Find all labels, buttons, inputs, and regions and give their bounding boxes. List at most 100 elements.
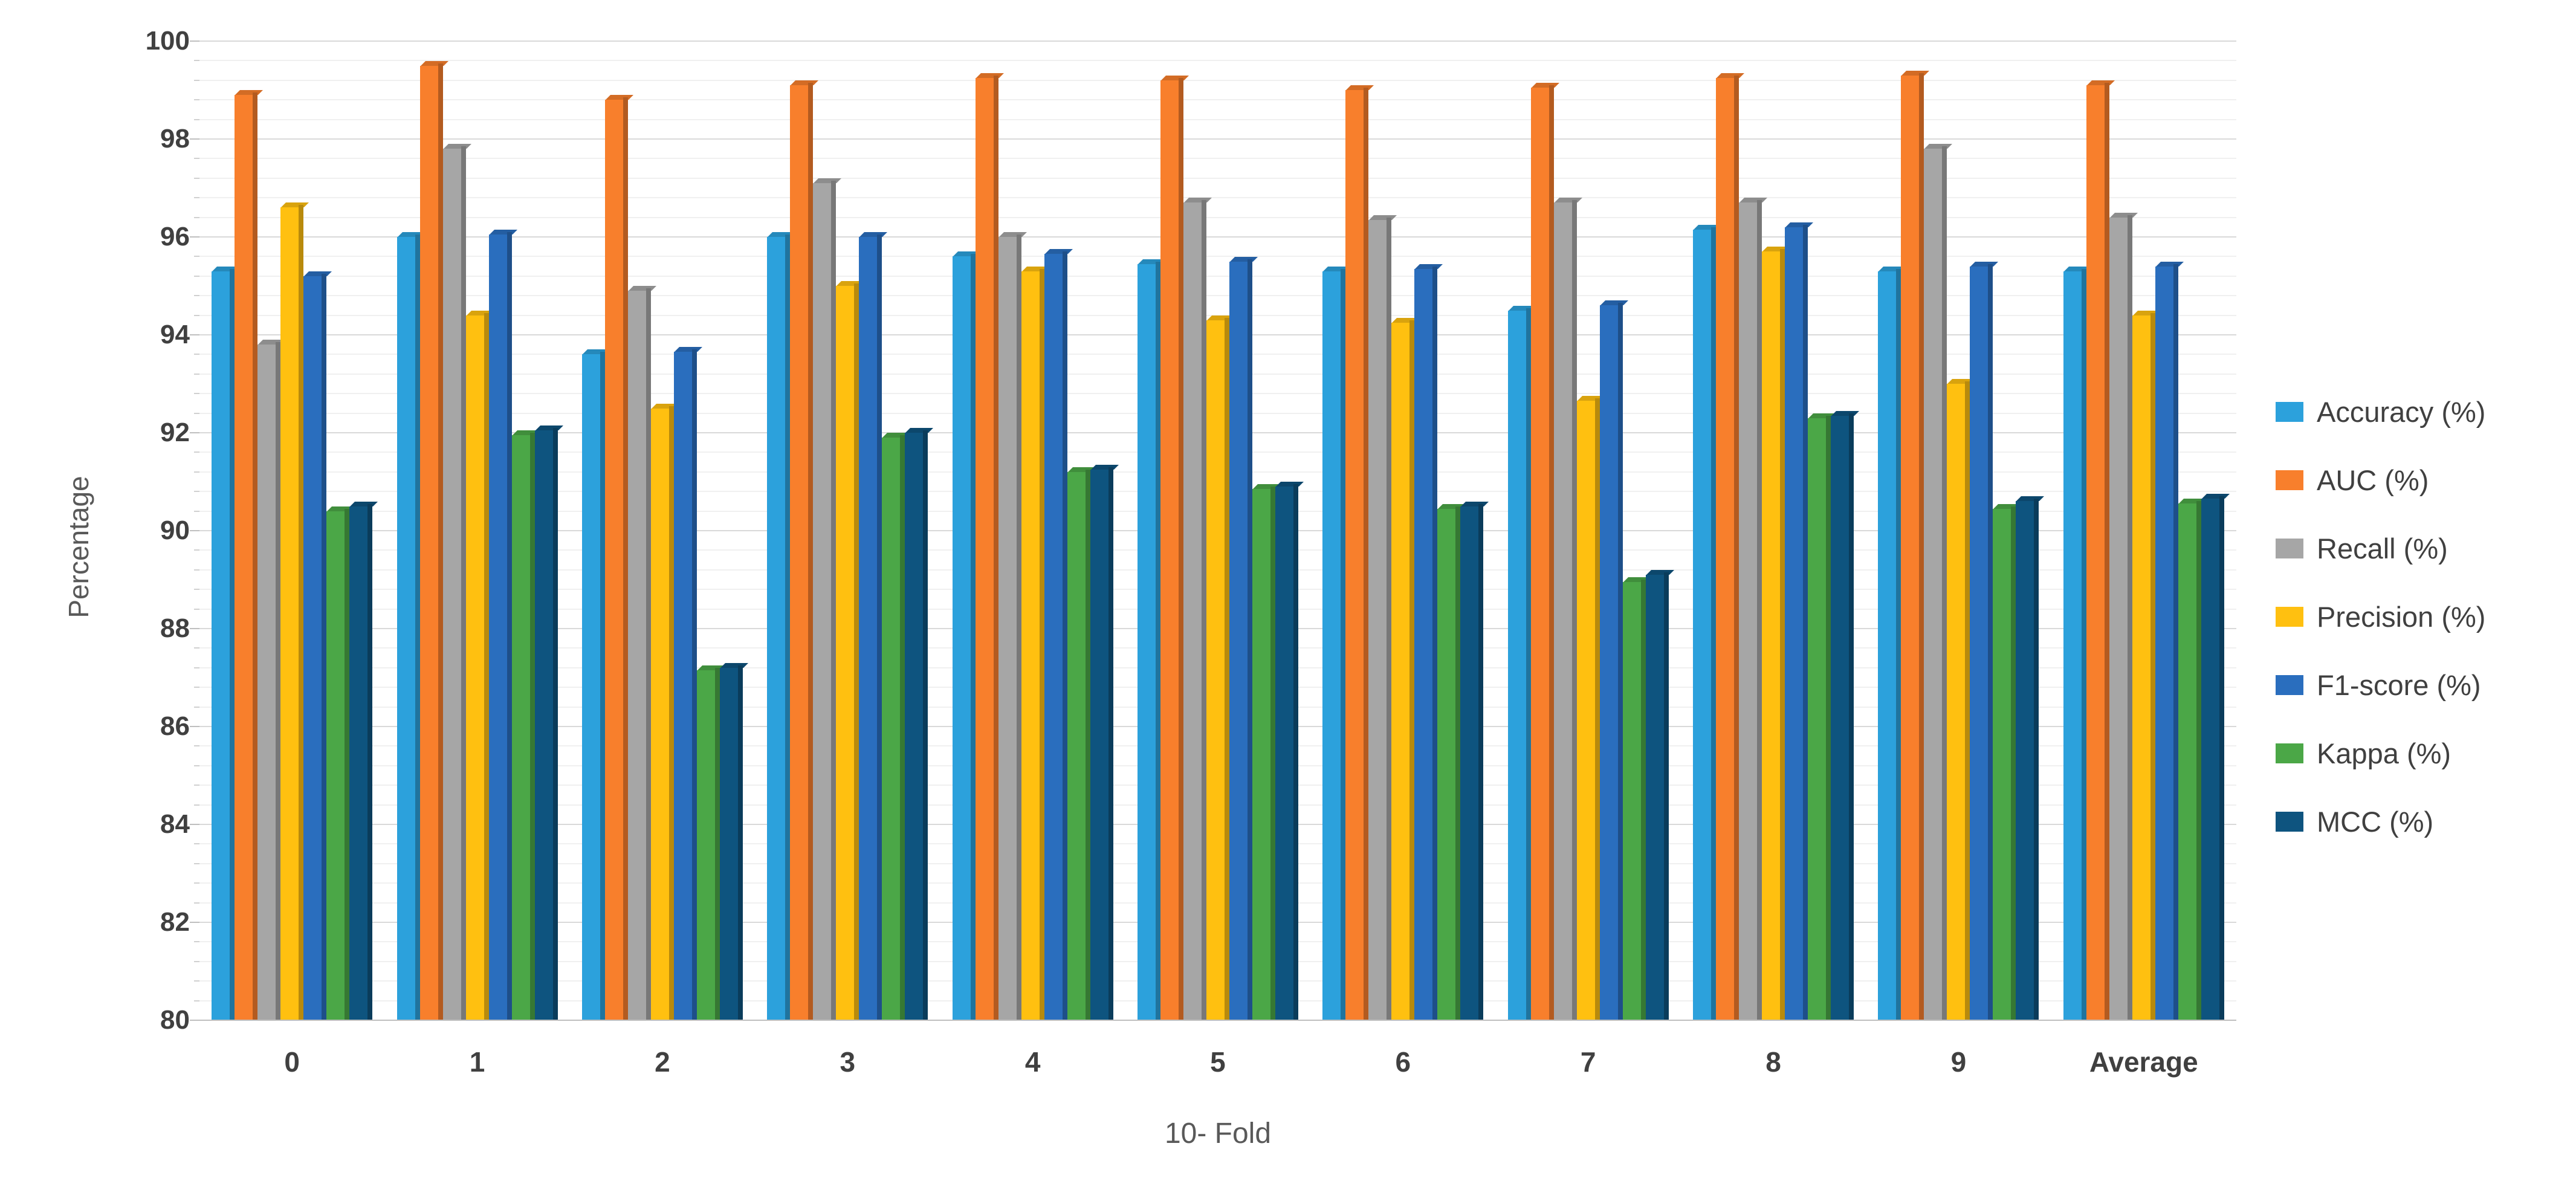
bar-side-face bbox=[1108, 467, 1113, 1020]
y-axis-tick-label: 82 bbox=[160, 907, 190, 937]
legend-label: AUC (%) bbox=[2317, 464, 2429, 496]
y-axis-tick bbox=[190, 236, 199, 238]
bar-side-face bbox=[808, 82, 814, 1020]
legend-swatch-icon bbox=[2276, 675, 2303, 695]
bar-side-face bbox=[1549, 85, 1554, 1020]
bar-f1-score-fold-7 bbox=[1599, 300, 1628, 1020]
bar-precision-fold-9 bbox=[1947, 379, 1976, 1020]
y-axis-tick bbox=[194, 647, 199, 649]
bar-group-9 bbox=[1866, 41, 2051, 1020]
bar-top-face bbox=[1600, 300, 1628, 306]
bar-side-face bbox=[1387, 217, 1392, 1020]
x-axis-title: 10- Fold bbox=[1164, 1118, 1272, 1150]
legend-item-auc: AUC (%) bbox=[2276, 462, 2485, 497]
bar-top-face bbox=[998, 232, 1027, 237]
bar-side-face bbox=[1155, 261, 1160, 1020]
bar-precision-fold-5 bbox=[1206, 315, 1235, 1020]
bar-side-face bbox=[1965, 381, 1970, 1020]
y-axis-tick bbox=[194, 569, 199, 571]
bar-side-face bbox=[1711, 227, 1717, 1020]
bar-precision-fold-0 bbox=[280, 202, 309, 1020]
bar-side-face bbox=[230, 268, 235, 1020]
x-axis-label-8: 8 bbox=[1765, 1046, 1781, 1078]
bar-side-face bbox=[2196, 501, 2201, 1020]
y-axis-tick bbox=[190, 138, 199, 140]
bar-side-face bbox=[484, 312, 489, 1020]
bar-side-face bbox=[646, 288, 651, 1020]
legend-item-precision: Precision (%) bbox=[2276, 599, 2485, 634]
bar-f1-score-fold-1 bbox=[488, 229, 517, 1020]
bar-mcc-fold-3 bbox=[905, 428, 934, 1020]
bar-top-face bbox=[605, 95, 633, 100]
bar-side-face bbox=[506, 231, 512, 1020]
bar-accuracy-fold-7 bbox=[1507, 305, 1536, 1020]
bar-side-face bbox=[1594, 398, 1600, 1020]
bar-side-face bbox=[2173, 264, 2178, 1020]
y-axis-tick bbox=[194, 451, 199, 453]
bar-top-face bbox=[2201, 494, 2230, 499]
bar-side-face bbox=[1478, 503, 1484, 1020]
bar-top-face bbox=[791, 80, 819, 85]
bar-side-face bbox=[714, 667, 720, 1020]
y-axis-tick bbox=[194, 785, 199, 786]
bar-groups bbox=[199, 41, 2236, 1020]
y-axis-tick-label: 100 bbox=[145, 26, 190, 56]
bar-side-face bbox=[1617, 303, 1623, 1020]
bar-kappa-fold-8 bbox=[1808, 413, 1837, 1020]
bar-kappa-fold-0 bbox=[326, 506, 355, 1020]
legend-swatch-icon bbox=[2276, 811, 2303, 832]
bar-f1-score-fold-9 bbox=[1970, 261, 1999, 1020]
legend-label: Accuracy (%) bbox=[2317, 395, 2486, 428]
bar-top-face bbox=[235, 90, 264, 95]
bar-side-face bbox=[345, 508, 350, 1020]
y-axis-tick-label: 90 bbox=[160, 516, 190, 545]
bar-group-2 bbox=[570, 41, 755, 1020]
y-axis-tick bbox=[194, 667, 199, 668]
y-axis-tick bbox=[194, 862, 199, 864]
bar-top-face bbox=[1785, 222, 1814, 227]
bar-accuracy-fold-3 bbox=[767, 232, 796, 1020]
bar-accuracy-fold-6 bbox=[1322, 266, 1351, 1020]
bar-top-face bbox=[1739, 198, 1768, 203]
bar-side-face bbox=[1849, 413, 1854, 1020]
bar-side-face bbox=[2081, 268, 2086, 1020]
bar-group-4 bbox=[940, 41, 1125, 1020]
bar-f1-score-fold-0 bbox=[303, 271, 332, 1020]
bar-auc-fold-1 bbox=[419, 60, 448, 1020]
y-axis-tick bbox=[190, 824, 199, 825]
bar-top-face bbox=[674, 347, 702, 352]
bar-f1-score-fold-6 bbox=[1414, 264, 1443, 1020]
bar-mcc-fold-5 bbox=[1275, 482, 1304, 1020]
bar-top-face bbox=[350, 501, 378, 506]
bar-group-5 bbox=[1125, 41, 1310, 1020]
bar-top-face bbox=[1970, 261, 1999, 267]
bar-side-face bbox=[877, 235, 882, 1020]
bar-top-face bbox=[304, 271, 332, 276]
y-axis-tick bbox=[194, 373, 199, 375]
bar-f1-score-fold-2 bbox=[673, 347, 702, 1020]
bar-top-face bbox=[1924, 144, 1953, 149]
bar-side-face bbox=[2034, 499, 2039, 1020]
bar-side-face bbox=[1757, 200, 1762, 1020]
bar-accuracy-fold-1 bbox=[396, 232, 426, 1020]
legend-label: Precision (%) bbox=[2317, 600, 2486, 633]
bar-mcc-fold-1 bbox=[534, 425, 563, 1020]
bar-top-face bbox=[976, 73, 1004, 78]
bar-auc-fold-5 bbox=[1160, 75, 1189, 1020]
bar-side-face bbox=[1826, 415, 1831, 1020]
bar-top-face bbox=[1275, 482, 1304, 487]
legend-item-f1-score: F1-score (%) bbox=[2276, 667, 2485, 702]
x-axis-label-7: 7 bbox=[1580, 1046, 1596, 1078]
bar-auc-fold-7 bbox=[1530, 82, 1559, 1020]
bar-top-face bbox=[1160, 75, 1189, 80]
bar-top-face bbox=[1831, 410, 1860, 416]
y-axis-tick-label: 92 bbox=[160, 418, 190, 447]
y-axis-tick bbox=[194, 745, 199, 747]
y-axis-tick bbox=[194, 393, 199, 395]
x-axis-label-3: 3 bbox=[840, 1046, 856, 1078]
bar-auc-fold-6 bbox=[1345, 85, 1374, 1020]
legend-label: Recall (%) bbox=[2317, 532, 2448, 565]
bar-group-7 bbox=[1496, 41, 1681, 1020]
bar-side-face bbox=[1062, 251, 1067, 1020]
bar-side-face bbox=[785, 235, 791, 1020]
